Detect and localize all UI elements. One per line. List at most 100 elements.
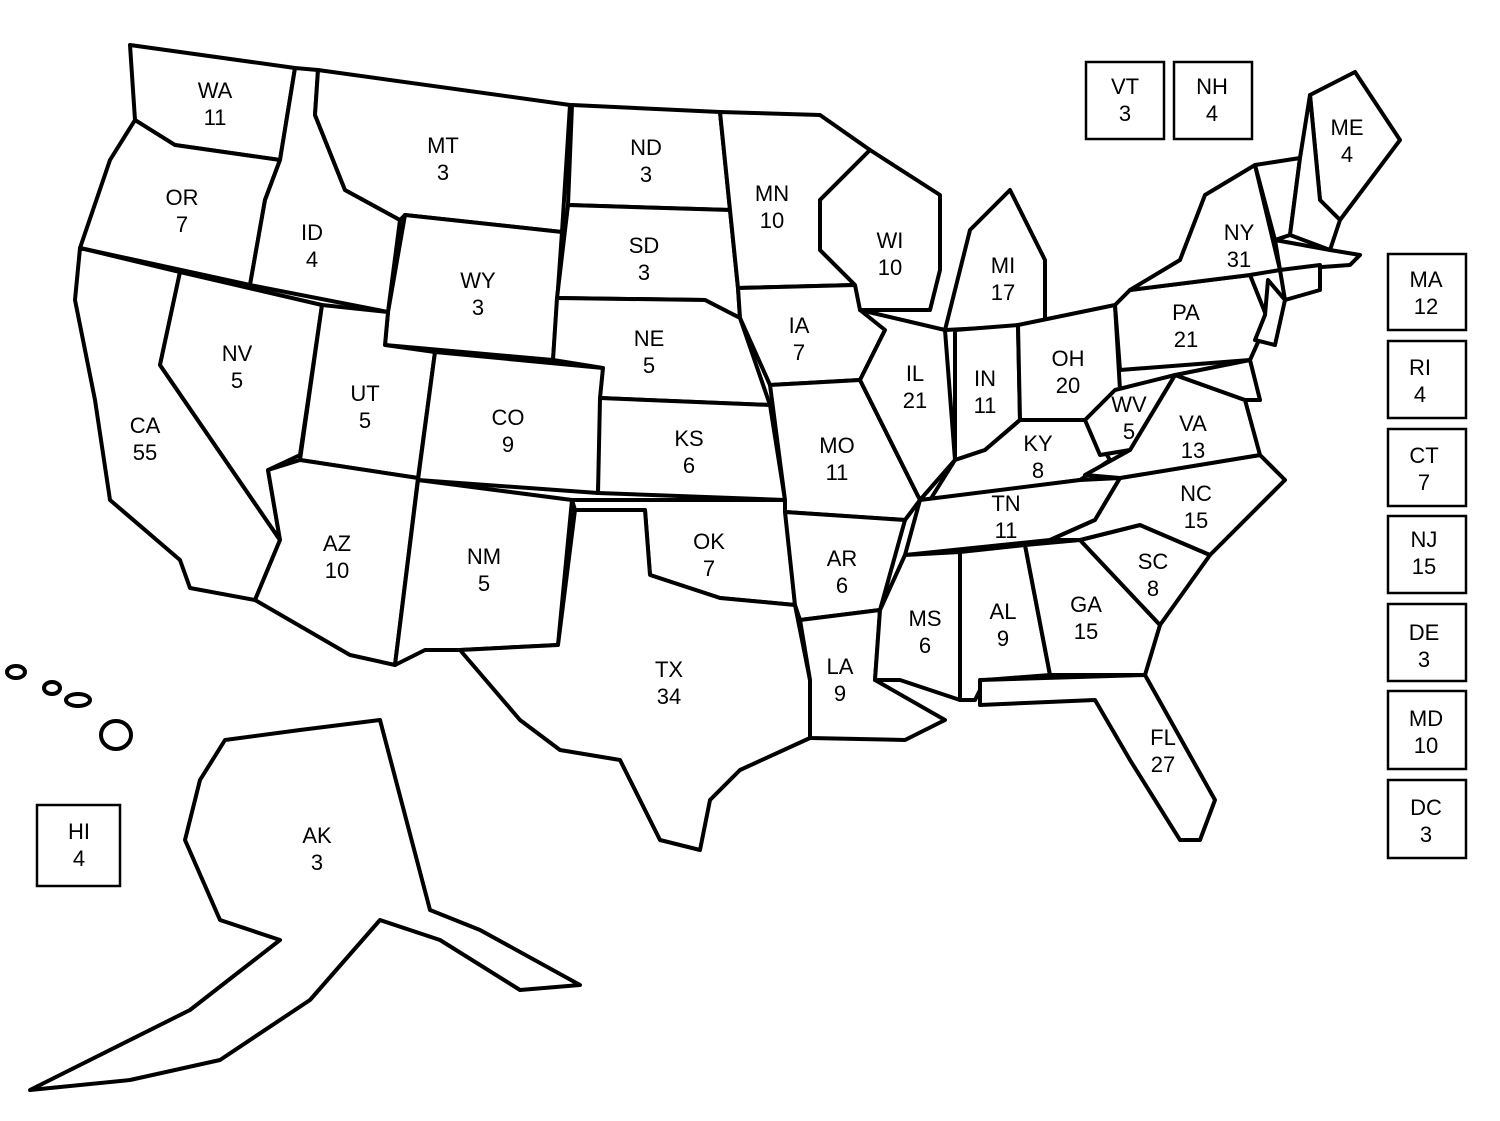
state-box: [35, 803, 122, 888]
state-abbr: UT: [350, 381, 379, 406]
electoral-votes: 34: [657, 684, 681, 709]
electoral-votes: 7: [1418, 470, 1430, 495]
electoral-votes: 12: [1414, 294, 1438, 319]
electoral-votes: 4: [1206, 101, 1218, 126]
electoral-votes: 3: [437, 160, 449, 185]
state-shape: [1083, 373, 1177, 457]
state-abbr: NE: [634, 326, 665, 351]
state-abbr: TX: [655, 657, 683, 682]
state-abbr: OH: [1052, 346, 1085, 371]
state-box: [1386, 252, 1468, 332]
state-abbr: HI: [68, 819, 90, 844]
electoral-votes: 6: [683, 453, 695, 478]
electoral-votes: 9: [502, 432, 514, 457]
state-abbr: NM: [467, 544, 501, 569]
state-abbr: PA: [1172, 300, 1200, 325]
state-abbr: NC: [1180, 481, 1212, 506]
state-shape: [313, 68, 572, 234]
state-shape: [818, 148, 942, 312]
state-shape: [1128, 163, 1282, 292]
island-shape: [64, 692, 92, 708]
state-abbr: VT: [1111, 74, 1139, 99]
electoral-votes: 3: [1420, 822, 1432, 847]
state-abbr: RI: [1409, 355, 1431, 380]
state-abbr: MN: [755, 181, 789, 206]
state-abbr: NY: [1224, 220, 1255, 245]
state-shape: [978, 673, 1217, 842]
state-abbr: LA: [827, 654, 854, 679]
electoral-votes: 6: [919, 633, 931, 658]
electoral-votes: 20: [1056, 373, 1080, 398]
state-abbr: OR: [166, 185, 199, 210]
electoral-votes: 11: [204, 105, 227, 130]
electoral-votes: 4: [1414, 382, 1426, 407]
electoral-votes: 13: [1181, 438, 1205, 463]
state-abbr: AZ: [323, 531, 351, 556]
state-shape: [1278, 263, 1322, 302]
state-abbr: MA: [1410, 267, 1443, 292]
state-abbr: SC: [1138, 549, 1169, 574]
state-labels: WA11OR7CA55NV5ID4MT3WY3UT5AZ10CO9NM5ND3S…: [35, 60, 1468, 888]
state-shapes: [5, 43, 1402, 1092]
electoral-votes: 3: [1119, 101, 1131, 126]
state-abbr: WA: [198, 78, 233, 103]
state-shape: [28, 718, 582, 1092]
state-shape: [1273, 238, 1362, 272]
state-shape: [1288, 93, 1342, 252]
electoral-votes: 7: [176, 212, 188, 237]
electoral-votes: 10: [760, 208, 784, 233]
state-shape: [383, 213, 564, 362]
electoral-votes: 6: [836, 573, 848, 598]
state-abbr: CA: [130, 413, 161, 438]
state-abbr: TN: [991, 491, 1020, 516]
electoral-votes: 11: [974, 393, 997, 418]
electoral-votes: 9: [997, 626, 1009, 651]
electoral-votes: 21: [903, 388, 927, 413]
island-shape: [99, 719, 133, 751]
state-abbr: IN: [974, 366, 996, 391]
state-box: [1386, 689, 1468, 771]
electoral-votes: 21: [1174, 327, 1198, 352]
electoral-votes: 7: [703, 556, 715, 581]
state-abbr: MD: [1409, 706, 1443, 731]
state-abbr: WY: [460, 268, 496, 293]
state-box: [1386, 602, 1468, 683]
electoral-votes: 8: [1032, 458, 1044, 483]
state-abbr: AK: [302, 823, 332, 848]
state-abbr: MI: [991, 253, 1015, 278]
state-abbr: OK: [693, 529, 725, 554]
state-shape: [1173, 358, 1262, 402]
state-box: [1084, 60, 1166, 141]
electoral-votes: 4: [73, 846, 85, 871]
electoral-votes: 4: [1341, 142, 1353, 167]
electoral-votes: 15: [1184, 508, 1208, 533]
state-box: [1386, 427, 1468, 508]
state-abbr: GA: [1070, 592, 1102, 617]
state-abbr: SD: [629, 233, 660, 258]
electoral-votes: 15: [1074, 619, 1098, 644]
state-abbr: DC: [1410, 795, 1442, 820]
state-abbr: ND: [630, 135, 662, 160]
state-abbr: DE: [1409, 620, 1440, 645]
state-box: [1386, 339, 1468, 420]
island-shape: [5, 664, 27, 680]
electoral-votes: 15: [1412, 554, 1436, 579]
state-shape: [858, 308, 957, 502]
state-abbr: VA: [1179, 411, 1207, 436]
electoral-votes: 10: [1414, 733, 1438, 758]
state-abbr: AL: [990, 599, 1017, 624]
state-abbr: AR: [827, 546, 858, 571]
electoral-votes: 55: [133, 440, 157, 465]
state-abbr: IA: [789, 313, 810, 338]
electoral-votes: 4: [306, 247, 318, 272]
state-box: [1386, 514, 1468, 595]
electoral-votes: 11: [826, 460, 849, 485]
state-abbr: FL: [1150, 725, 1176, 750]
state-shape: [1253, 278, 1287, 347]
state-abbr: WV: [1111, 392, 1147, 417]
state-abbr: WI: [877, 228, 904, 253]
electoral-votes: 27: [1151, 752, 1175, 777]
electoral-votes: 3: [640, 162, 652, 187]
electoral-votes: 5: [359, 408, 371, 433]
